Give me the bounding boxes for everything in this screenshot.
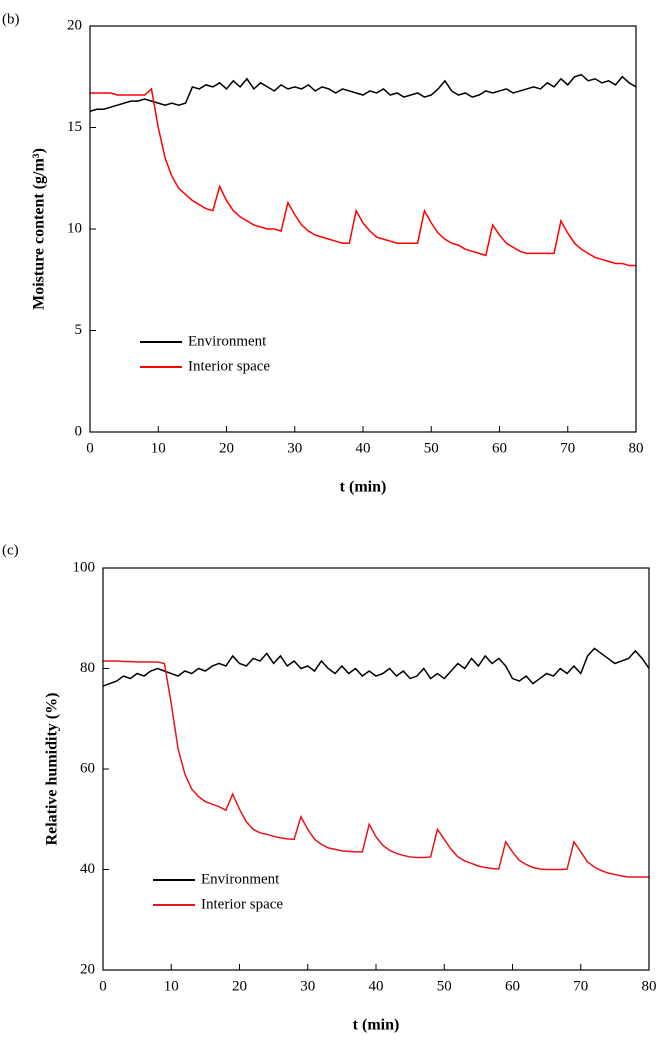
- legend-label: Interior space: [201, 896, 283, 912]
- y-tick-label: 5: [75, 322, 83, 338]
- y-axis-label: Relative humidity (%): [44, 693, 61, 846]
- y-tick-label: 0: [75, 423, 83, 439]
- plot-frame: [102, 567, 650, 971]
- x-tick-label: 80: [642, 978, 657, 994]
- x-tick-label: 70: [560, 440, 575, 456]
- x-axis-label: t (min): [353, 1017, 400, 1034]
- x-tick-label: 30: [287, 440, 302, 456]
- legend-label: Interior space: [188, 358, 270, 374]
- x-tick-label: 40: [369, 978, 384, 994]
- series-line: [102, 647, 650, 687]
- y-tick-label: 60: [80, 760, 95, 776]
- x-tick-label: 60: [505, 978, 520, 994]
- x-tick-label: 20: [219, 440, 234, 456]
- y-tick-label: 10: [67, 220, 82, 236]
- x-tick-label: 10: [164, 978, 179, 994]
- x-tick-label: 60: [492, 440, 507, 456]
- y-tick-label: 20: [67, 17, 82, 33]
- x-tick-label: 50: [424, 440, 439, 456]
- y-tick-label: 20: [80, 961, 95, 977]
- series-line: [90, 87, 636, 267]
- y-axis-label: Moisture content (g/m³): [31, 148, 48, 310]
- legend-label: Environment: [201, 871, 280, 887]
- panel-label: (b): [2, 11, 20, 27]
- x-tick-label: 80: [629, 440, 644, 456]
- x-tick-label: 70: [573, 978, 588, 994]
- legend-label: Environment: [188, 333, 267, 349]
- series-line: [103, 660, 649, 878]
- x-tick-label: 0: [99, 978, 107, 994]
- panel-label: (c): [2, 542, 19, 558]
- y-tick-label: 80: [80, 660, 95, 676]
- plot-frame: [89, 25, 637, 433]
- series-line: [89, 73, 637, 112]
- x-tick-label: 0: [86, 440, 94, 456]
- x-axis-label: t (min): [340, 479, 387, 496]
- x-tick-label: 40: [356, 440, 371, 456]
- x-tick-label: 10: [151, 440, 166, 456]
- x-tick-label: 30: [300, 978, 315, 994]
- x-tick-label: 50: [437, 978, 452, 994]
- y-tick-label: 100: [73, 559, 96, 575]
- y-tick-label: 15: [67, 119, 82, 135]
- y-tick-label: 40: [80, 861, 95, 877]
- x-tick-label: 20: [232, 978, 247, 994]
